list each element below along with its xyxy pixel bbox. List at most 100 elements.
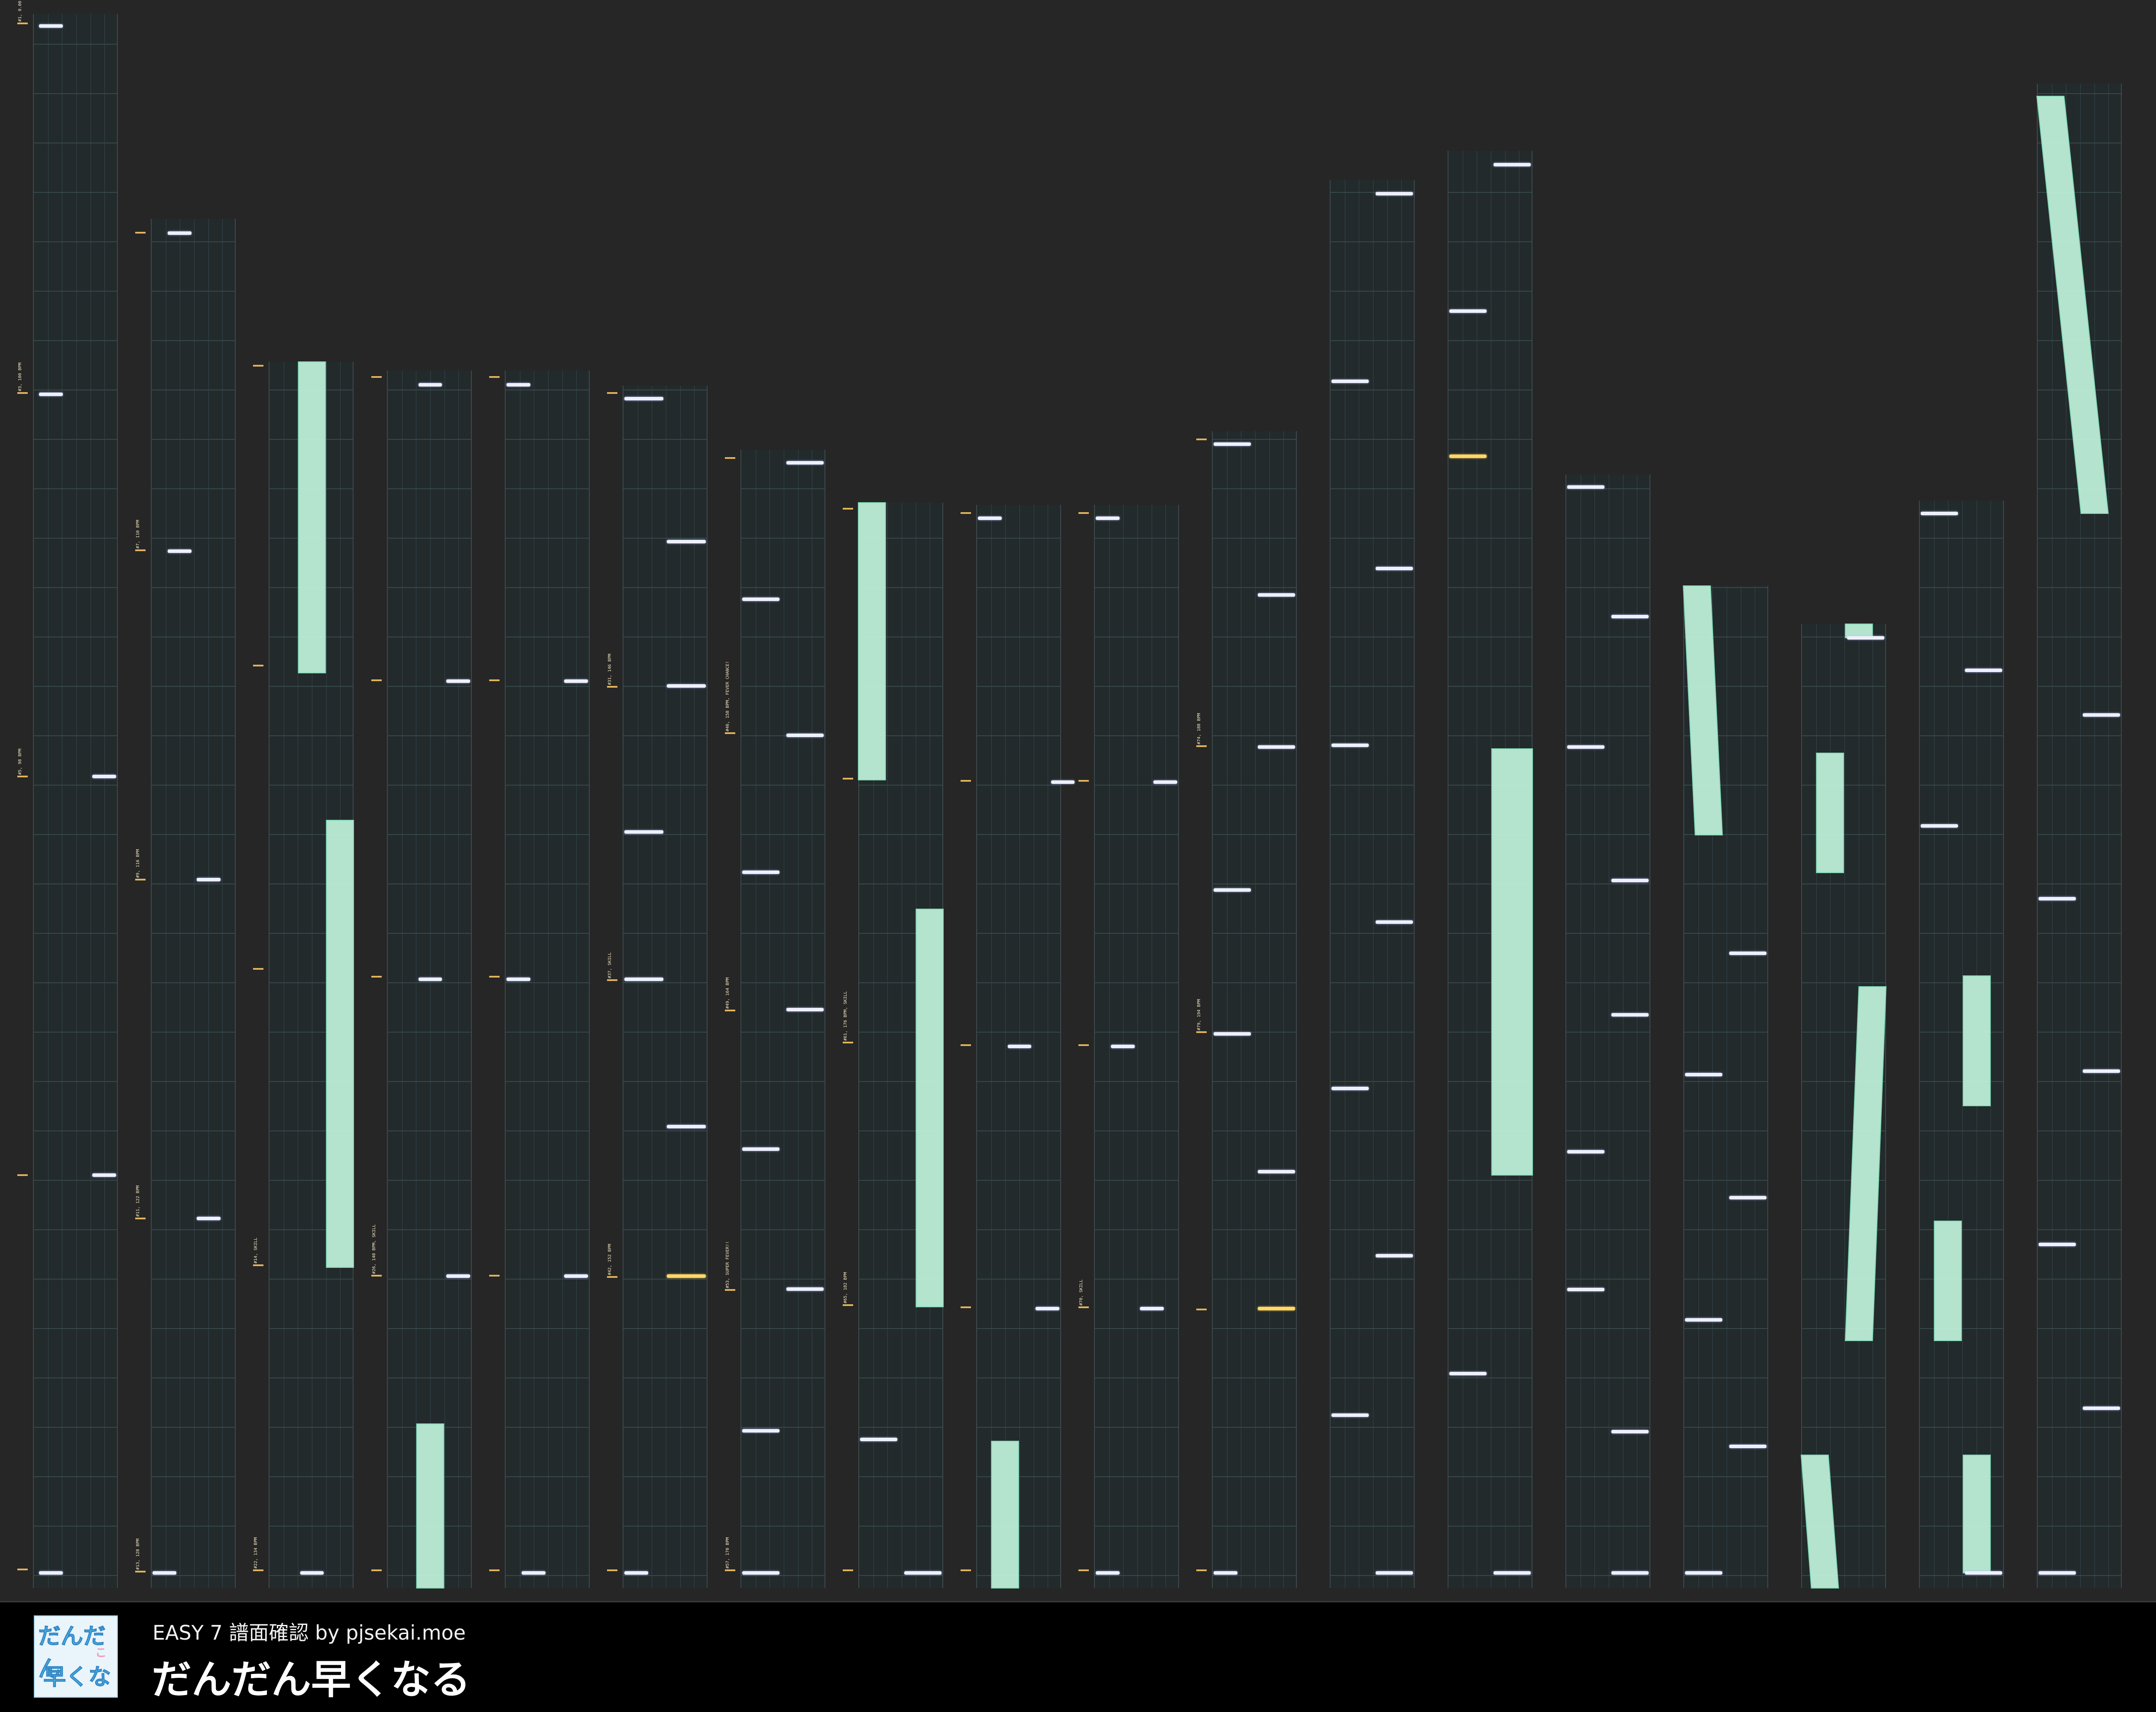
lane-divider <box>458 370 459 1588</box>
lane-column <box>33 14 118 1588</box>
slide-note <box>1962 1455 1991 1573</box>
tap-note <box>39 1571 63 1575</box>
beat-line <box>741 982 825 983</box>
beat-line <box>1566 834 1649 835</box>
tap-note <box>1214 1032 1251 1036</box>
slide-note <box>1962 975 1991 1106</box>
beat-line <box>741 1328 825 1329</box>
beat-line <box>1566 735 1649 736</box>
beat-line <box>1920 686 2003 687</box>
tap-note <box>196 878 221 881</box>
beat-line <box>1802 1427 1885 1428</box>
measure-marker <box>17 776 28 777</box>
beat-line <box>1213 1377 1296 1378</box>
beat-line <box>623 488 707 489</box>
beat-line <box>388 834 471 835</box>
lane-divider <box>208 219 209 1588</box>
beat-line <box>859 1526 942 1527</box>
beat-line <box>1095 1229 1178 1230</box>
beat-line <box>1095 1180 1178 1181</box>
beat-line <box>1448 1081 1532 1082</box>
tap-note <box>786 461 824 465</box>
beat-line <box>741 686 825 687</box>
beat-line <box>388 1279 471 1280</box>
beat-line <box>1802 1229 1885 1230</box>
beat-line <box>977 1180 1060 1181</box>
beat-line <box>1095 1328 1178 1329</box>
slide-body <box>1934 1221 1962 1341</box>
beat-line <box>1684 834 1767 835</box>
tap-note <box>507 383 530 387</box>
critical-note <box>667 1274 706 1278</box>
beat-line <box>506 785 589 786</box>
beat-line <box>1331 1575 1414 1576</box>
measure-marker <box>135 549 146 551</box>
beat-line <box>506 1476 589 1477</box>
measure-marker <box>1078 1569 1089 1571</box>
beat-line <box>1213 686 1296 687</box>
beat-line <box>2038 982 2121 983</box>
beat-line <box>1920 1032 2003 1033</box>
beat-line <box>388 785 471 786</box>
measure-marker <box>371 679 382 681</box>
tap-note <box>564 679 588 683</box>
beat-line <box>1213 1526 1296 1527</box>
beat-line <box>1684 1575 1767 1576</box>
beat-line <box>2038 1279 2121 1280</box>
measure-marker <box>135 879 146 880</box>
measure-label: #9, 116 BPM <box>136 849 140 878</box>
beat-line <box>1095 1081 1178 1082</box>
beat-line <box>859 735 942 736</box>
beat-line <box>1566 1180 1649 1181</box>
lane-divider <box>991 505 992 1588</box>
measure-label: #53, SUPER FEVER!! <box>725 1241 730 1288</box>
tap-note <box>1331 744 1369 747</box>
beat-line <box>623 439 707 440</box>
tap-note <box>1611 615 1649 618</box>
tap-note <box>1921 824 1958 828</box>
tap-note <box>1096 1571 1120 1575</box>
beat-line <box>977 735 1060 736</box>
beat-line <box>623 538 707 539</box>
beat-line <box>977 1081 1060 1082</box>
beat-line <box>506 982 589 983</box>
beat-line <box>2038 538 2121 539</box>
beat-line <box>977 538 1060 539</box>
lane-divider <box>2108 84 2109 1588</box>
slide-note <box>298 361 326 673</box>
tap-note <box>1140 1307 1164 1310</box>
beat-line <box>623 982 707 983</box>
beat-line <box>388 933 471 934</box>
beat-line <box>388 1180 471 1181</box>
beat-line <box>34 834 117 835</box>
measure-label: #65, 182 BPM <box>843 1272 848 1303</box>
beat-line <box>859 538 942 539</box>
measure-marker <box>1078 780 1089 782</box>
beat-line <box>1213 735 1296 736</box>
beat-line <box>1331 1180 1414 1181</box>
beat-line <box>388 587 471 588</box>
beat-line <box>859 1081 942 1082</box>
beat-line <box>2038 192 2121 193</box>
beat-line <box>1566 982 1649 983</box>
measure-marker <box>489 679 500 681</box>
beat-line <box>152 1476 235 1477</box>
beat-line <box>623 1229 707 1230</box>
lane-divider <box>873 503 874 1588</box>
lane-divider <box>1816 624 1817 1588</box>
beat-line <box>1684 785 1767 786</box>
beat-line <box>1684 1229 1767 1230</box>
beat-line <box>2038 785 2121 786</box>
measure-marker <box>253 365 263 367</box>
beat-line <box>1331 1427 1414 1428</box>
measure-marker <box>1196 745 1207 747</box>
tap-note <box>1331 1413 1369 1417</box>
beat-line <box>977 1279 1060 1280</box>
beat-line <box>2038 834 2121 835</box>
tap-note <box>1214 1571 1237 1575</box>
measure-label: #14, SKILL <box>253 1237 258 1264</box>
beat-line <box>1448 735 1532 736</box>
measure-marker <box>843 1042 853 1043</box>
beat-line <box>1331 834 1414 835</box>
tap-note <box>1964 1571 2002 1575</box>
